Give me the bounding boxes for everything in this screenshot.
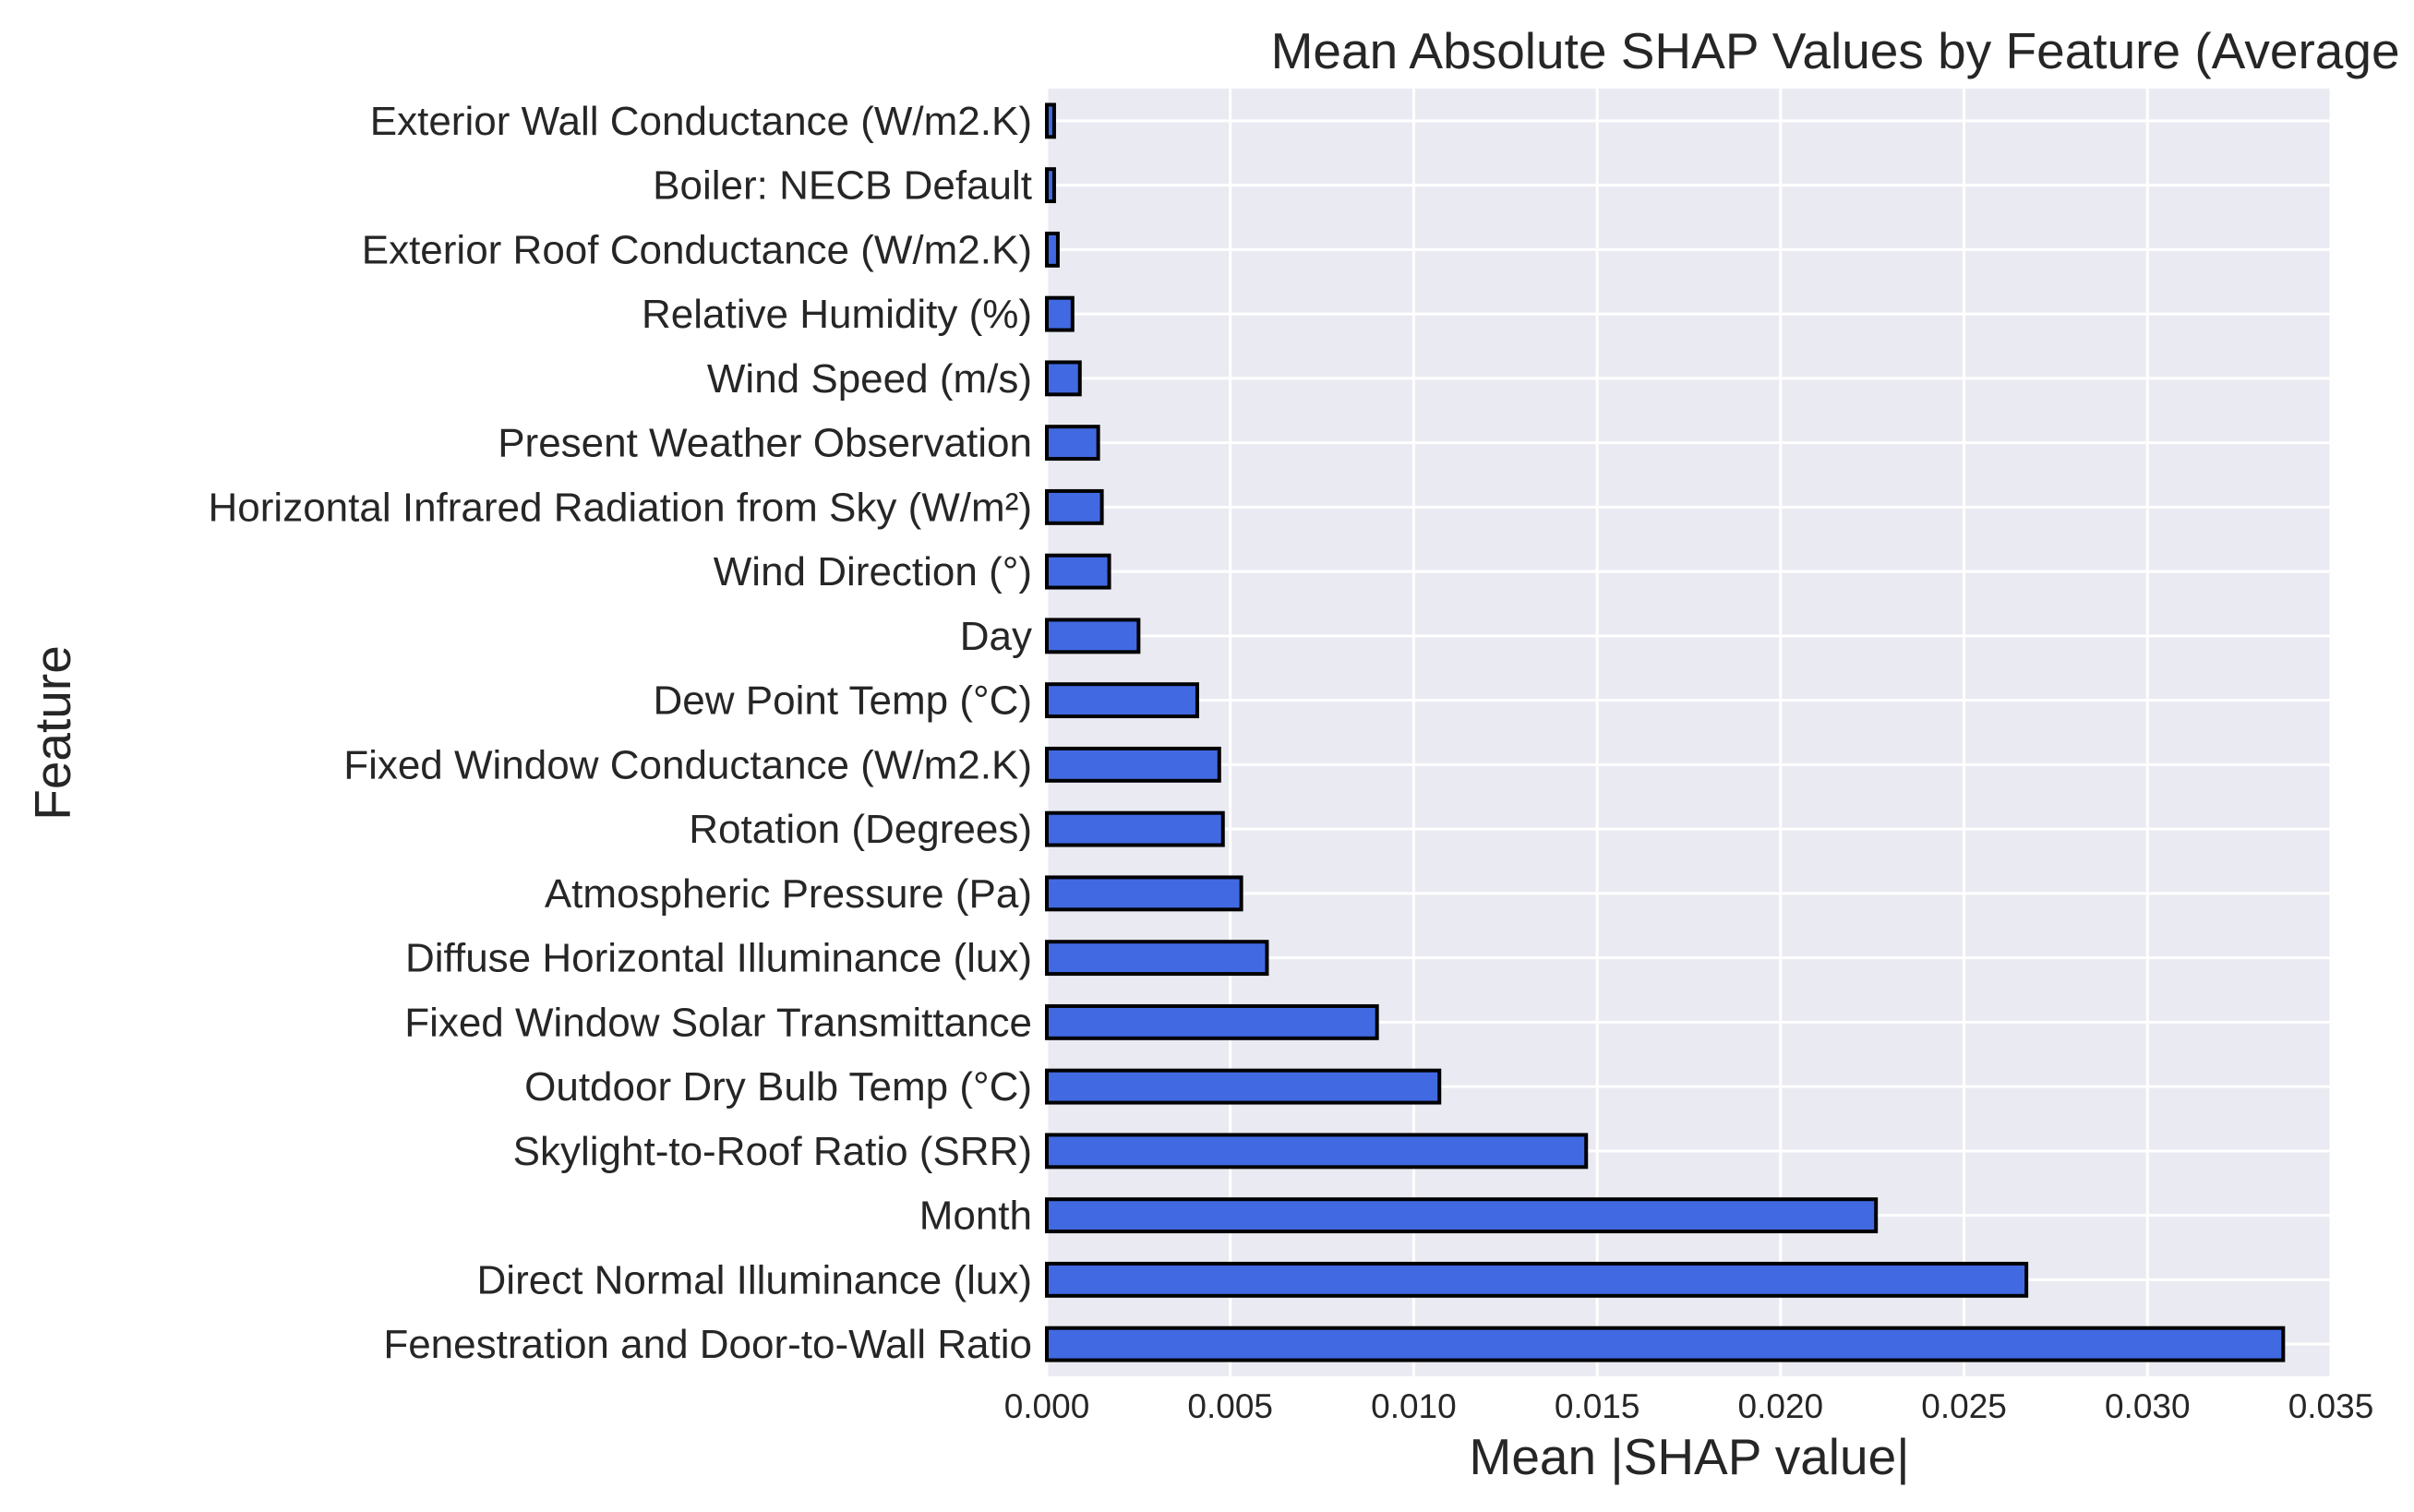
y-tick-labels: Exterior Wall Conductance (W/m2.K) Boiler…: [209, 99, 1032, 1367]
bar: [1045, 682, 1199, 719]
bar: [1045, 488, 1104, 525]
y-axis-label: Feature: [24, 645, 81, 821]
bar: [1045, 810, 1225, 847]
bars: [1045, 102, 2286, 1362]
bar: [1045, 553, 1111, 590]
bar: [1045, 1003, 1379, 1040]
y-tick-label: Fixed Window Conductance (W/m2.K): [343, 742, 1032, 787]
bar: [1045, 1261, 2029, 1298]
bar: [1045, 618, 1141, 654]
x-axis-label: Mean |SHAP value|: [1470, 1428, 1910, 1485]
bar: [1045, 231, 1060, 268]
bar: [1045, 746, 1221, 783]
x-tick-label: 0.015: [1555, 1387, 1640, 1425]
y-tick-label: Wind Direction (°): [714, 549, 1032, 594]
bar: [1045, 167, 1056, 204]
y-tick-label: Atmospheric Pressure (Pa): [545, 871, 1032, 917]
y-tick-label: Fenestration and Door-to-Wall Ratio: [383, 1322, 1032, 1367]
y-tick-label: Horizontal Infrared Radiation from Sky (…: [209, 485, 1032, 530]
y-tick-label: Wind Speed (m/s): [707, 356, 1032, 402]
y-tick-label: Day: [960, 614, 1032, 659]
y-tick-label: Fixed Window Solar Transmittance: [404, 1000, 1032, 1045]
x-tick-label: 0.025: [1921, 1387, 2007, 1425]
bar: [1045, 360, 1082, 397]
y-tick-label: Present Weather Observation: [498, 421, 1032, 466]
y-tick-label: Month: [919, 1194, 1032, 1239]
y-tick-label: Exterior Wall Conductance (W/m2.K): [370, 99, 1032, 144]
x-tick-labels: 0.000 0.005 0.010 0.015 0.020 0.025 0.030 0.035: [1004, 1387, 2374, 1425]
y-tick-label: Relative Humidity (%): [642, 292, 1032, 337]
x-tick-label: 0.005: [1187, 1387, 1273, 1425]
bar: [1045, 1133, 1589, 1170]
x-tick-label: 0.000: [1004, 1387, 1090, 1425]
gridlines: [1045, 89, 2333, 1376]
x-tick-label: 0.035: [2288, 1387, 2374, 1425]
y-tick-label: Dew Point Temp (°C): [654, 678, 1032, 724]
chart-title: Mean Absolute SHAP Values by Feature (Av…: [1271, 22, 2414, 79]
y-tick-label: Exterior Roof Conductance (W/m2.K): [362, 227, 1032, 272]
bar: [1045, 102, 1056, 139]
bar: [1045, 425, 1100, 462]
y-tick-label: Rotation (Degrees): [689, 807, 1032, 852]
plot-background: [1047, 89, 2331, 1376]
x-tick-label: 0.020: [1738, 1387, 1824, 1425]
y-tick-label: Skylight-to-Roof Ratio (SRR): [513, 1129, 1032, 1174]
y-tick-label: Direct Normal Illuminance (lux): [477, 1257, 1032, 1302]
x-tick-label: 0.010: [1371, 1387, 1457, 1425]
y-tick-label: Diffuse Horizontal Illuminance (lux): [405, 936, 1032, 981]
bar: [1045, 940, 1269, 977]
y-tick-label: Boiler: NECB Default: [653, 163, 1032, 209]
bar: [1045, 1326, 2286, 1362]
bar: [1045, 875, 1243, 912]
x-tick-label: 0.030: [2105, 1387, 2191, 1425]
bar: [1045, 295, 1075, 332]
bar: [1045, 1197, 1879, 1234]
y-tick-label: Outdoor Dry Bulb Temp (°C): [524, 1064, 1032, 1110]
bar: [1045, 1068, 1442, 1105]
